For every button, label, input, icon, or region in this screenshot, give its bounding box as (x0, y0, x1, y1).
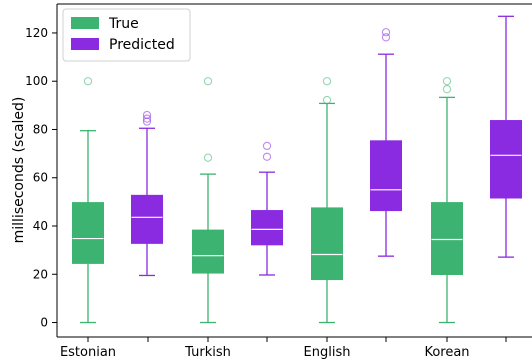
legend-label-true: True (108, 16, 139, 32)
x-tick-label-estonian: Estonian (60, 345, 116, 360)
outlier-predicted-turkish-0 (262, 152, 272, 161)
outlier-predicted-english-1 (381, 28, 391, 37)
outlier-true-english-1 (322, 77, 332, 86)
y-tick-label-80: 80 (33, 122, 48, 136)
outlier-predicted-estonian-2 (142, 110, 152, 120)
box-true-english (311, 77, 343, 324)
y-tick-label-100: 100 (25, 74, 48, 88)
box-body-true-estonian (72, 202, 104, 264)
y-tick-label-120: 120 (25, 26, 48, 40)
y-tick-label-40: 40 (33, 219, 48, 233)
legend-label-predicted: Predicted (109, 37, 175, 53)
box-predicted-english (370, 28, 402, 257)
y-axis-label: milliseconds (scaled) (11, 97, 27, 244)
outlier-true-korean-0 (442, 85, 452, 94)
box-body-predicted-turkish (251, 210, 283, 246)
x-tick-label-korean: Korean (424, 345, 469, 360)
outlier-true-korean-1 (442, 77, 452, 86)
box-body-predicted-estonian (131, 194, 163, 244)
box-layer (72, 15, 522, 324)
x-tick-label-turkish: Turkish (184, 345, 231, 360)
box-true-turkish (192, 77, 224, 324)
box-body-predicted-korean (490, 120, 522, 199)
legend-swatch-predicted (71, 38, 99, 50)
box-true-korean (431, 77, 463, 324)
box-body-true-turkish (192, 229, 224, 274)
box-predicted-turkish (251, 141, 283, 276)
box-body-true-english (311, 207, 343, 281)
outlier-true-turkish-0 (203, 153, 213, 162)
legend-swatch-true (71, 17, 99, 29)
outlier-predicted-english-0 (381, 33, 391, 42)
y-tick-label-20: 20 (33, 267, 48, 281)
box-predicted-korean (490, 15, 522, 258)
outlier-predicted-turkish-1 (262, 141, 272, 151)
outlier-predicted-estonian-0 (142, 117, 152, 126)
outlier-true-english-0 (322, 95, 332, 105)
y-tick-label-0: 0 (40, 316, 48, 330)
outlier-predicted-estonian-1 (142, 114, 152, 123)
box-true-estonian (72, 77, 104, 324)
outlier-true-estonian-0 (83, 77, 93, 86)
x-tick-label-english: English (304, 345, 351, 360)
box-body-predicted-english (370, 140, 402, 212)
box-body-true-korean (431, 202, 463, 276)
axes-layer: 0 20 40 60 80 100 120 Estonian Turkish English Kor… (25, 3, 532, 360)
y-tick-label-60: 60 (33, 171, 48, 185)
legend: True Predicted (62, 8, 191, 62)
outlier-true-turkish-1 (203, 77, 213, 86)
box-predicted-estonian (131, 110, 163, 277)
